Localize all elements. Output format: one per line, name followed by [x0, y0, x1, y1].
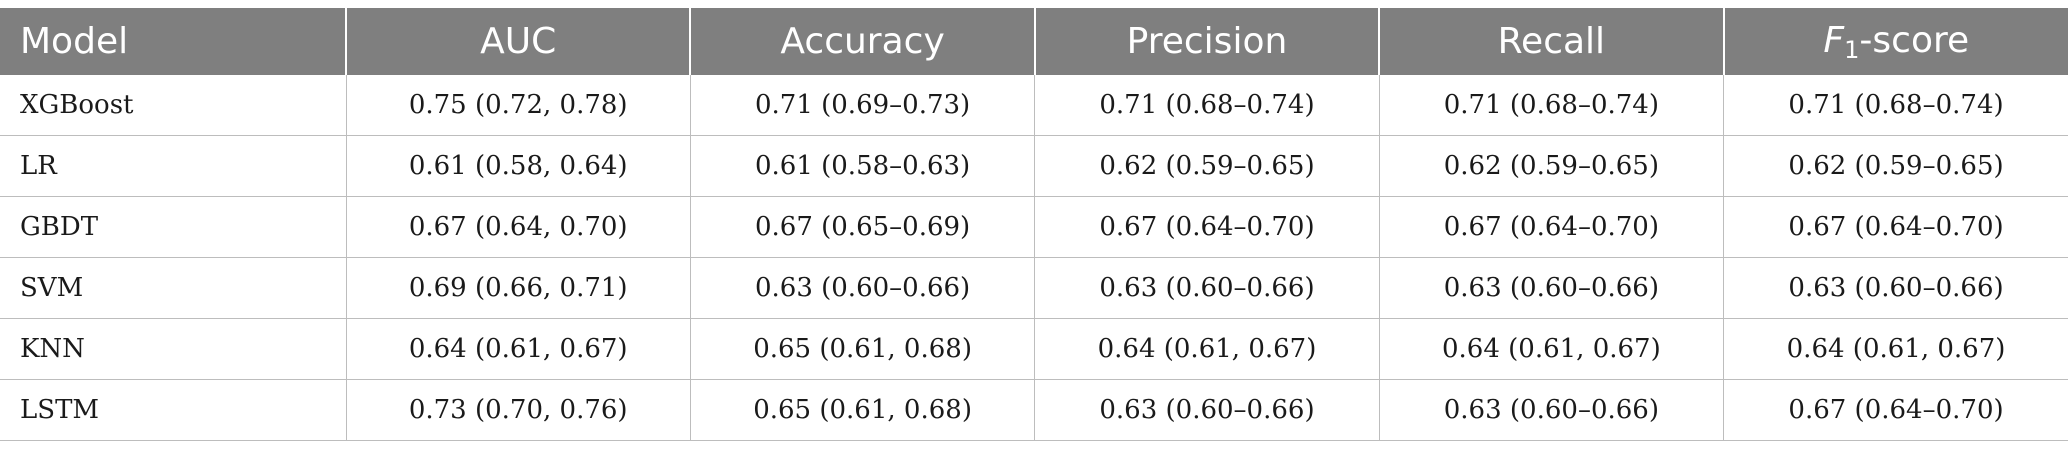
- table-row: XGBoost 0.75 (0.72, 0.78) 0.71 (0.69–0.73)…: [0, 75, 2068, 136]
- header-row: Model AUC Accuracy Precision Recall F1-s…: [0, 8, 2068, 75]
- header-recall: Recall: [1378, 8, 1724, 75]
- cell-f1: 0.63 (0.60–0.66): [1723, 257, 2068, 319]
- cell-auc: 0.75 (0.72, 0.78): [345, 75, 691, 136]
- header-precision: Precision: [1033, 8, 1380, 75]
- cell-f1: 0.67 (0.64–0.70): [1723, 379, 2068, 441]
- cell-precision: 0.62 (0.59–0.65): [1034, 135, 1380, 197]
- cell-recall: 0.62 (0.59–0.65): [1378, 135, 1724, 197]
- cell-precision: 0.63 (0.60–0.66): [1034, 257, 1380, 319]
- cell-auc: 0.64 (0.61, 0.67): [345, 318, 691, 380]
- cell-auc: 0.67 (0.64, 0.70): [345, 196, 691, 258]
- cell-f1: 0.71 (0.68–0.74): [1723, 75, 2068, 136]
- cell-accuracy: 0.71 (0.69–0.73): [689, 75, 1035, 136]
- cell-accuracy: 0.65 (0.61, 0.68): [689, 379, 1035, 441]
- cell-recall: 0.67 (0.64–0.70): [1378, 196, 1724, 258]
- cell-accuracy: 0.63 (0.60–0.66): [689, 257, 1035, 319]
- table-row: LSTM 0.73 (0.70, 0.76) 0.65 (0.61, 0.68) 0.…: [0, 379, 2068, 441]
- cell-precision: 0.67 (0.64–0.70): [1034, 196, 1380, 258]
- header-f1-score: F1-score: [1722, 8, 2068, 75]
- cell-model: LR: [0, 135, 346, 197]
- cell-precision: 0.71 (0.68–0.74): [1034, 75, 1380, 136]
- cell-auc: 0.69 (0.66, 0.71): [345, 257, 691, 319]
- cell-model: LSTM: [0, 379, 346, 441]
- cell-f1: 0.64 (0.61, 0.67): [1723, 318, 2068, 380]
- cell-accuracy: 0.67 (0.65–0.69): [689, 196, 1035, 258]
- header-model: Model: [0, 8, 346, 75]
- cell-precision: 0.64 (0.61, 0.67): [1034, 318, 1380, 380]
- f1-letter: F: [1823, 19, 1845, 61]
- table-header: Model AUC Accuracy Precision Recall F1-s…: [0, 8, 2068, 75]
- header-auc: AUC: [344, 8, 691, 75]
- table-body: XGBoost 0.75 (0.72, 0.78) 0.71 (0.69–0.73)…: [0, 75, 2068, 441]
- cell-recall: 0.63 (0.60–0.66): [1378, 379, 1724, 441]
- cell-accuracy: 0.61 (0.58–0.63): [689, 135, 1035, 197]
- cell-auc: 0.73 (0.70, 0.76): [345, 379, 691, 441]
- cell-accuracy: 0.65 (0.61, 0.68): [689, 318, 1035, 380]
- cell-f1: 0.67 (0.64–0.70): [1723, 196, 2068, 258]
- cell-precision: 0.63 (0.60–0.66): [1034, 379, 1380, 441]
- cell-recall: 0.71 (0.68–0.74): [1378, 75, 1724, 136]
- f1-suffix: -score: [1859, 19, 1970, 61]
- cell-model: SVM: [0, 257, 346, 319]
- table-row: KNN 0.64 (0.61, 0.67) 0.65 (0.61, 0.68) 0.6…: [0, 318, 2068, 380]
- cell-recall: 0.63 (0.60–0.66): [1378, 257, 1724, 319]
- f1-subscript: 1: [1844, 35, 1860, 64]
- model-metrics-table: Model AUC Accuracy Precision Recall F1-s…: [0, 8, 2068, 441]
- header-accuracy: Accuracy: [689, 8, 1035, 75]
- table-row: GBDT 0.67 (0.64, 0.70) 0.67 (0.65–0.69) 0.6…: [0, 196, 2068, 258]
- table-row: LR 0.61 (0.58, 0.64) 0.61 (0.58–0.63) 0.62 …: [0, 135, 2068, 197]
- cell-model: XGBoost: [0, 75, 346, 136]
- table-row: SVM 0.69 (0.66, 0.71) 0.63 (0.60–0.66) 0.63…: [0, 257, 2068, 319]
- cell-recall: 0.64 (0.61, 0.67): [1378, 318, 1724, 380]
- cell-auc: 0.61 (0.58, 0.64): [345, 135, 691, 197]
- metrics-table-container: Model AUC Accuracy Precision Recall F1-s…: [0, 8, 2068, 441]
- cell-f1: 0.62 (0.59–0.65): [1723, 135, 2068, 197]
- cell-model: GBDT: [0, 196, 346, 258]
- cell-model: KNN: [0, 318, 346, 380]
